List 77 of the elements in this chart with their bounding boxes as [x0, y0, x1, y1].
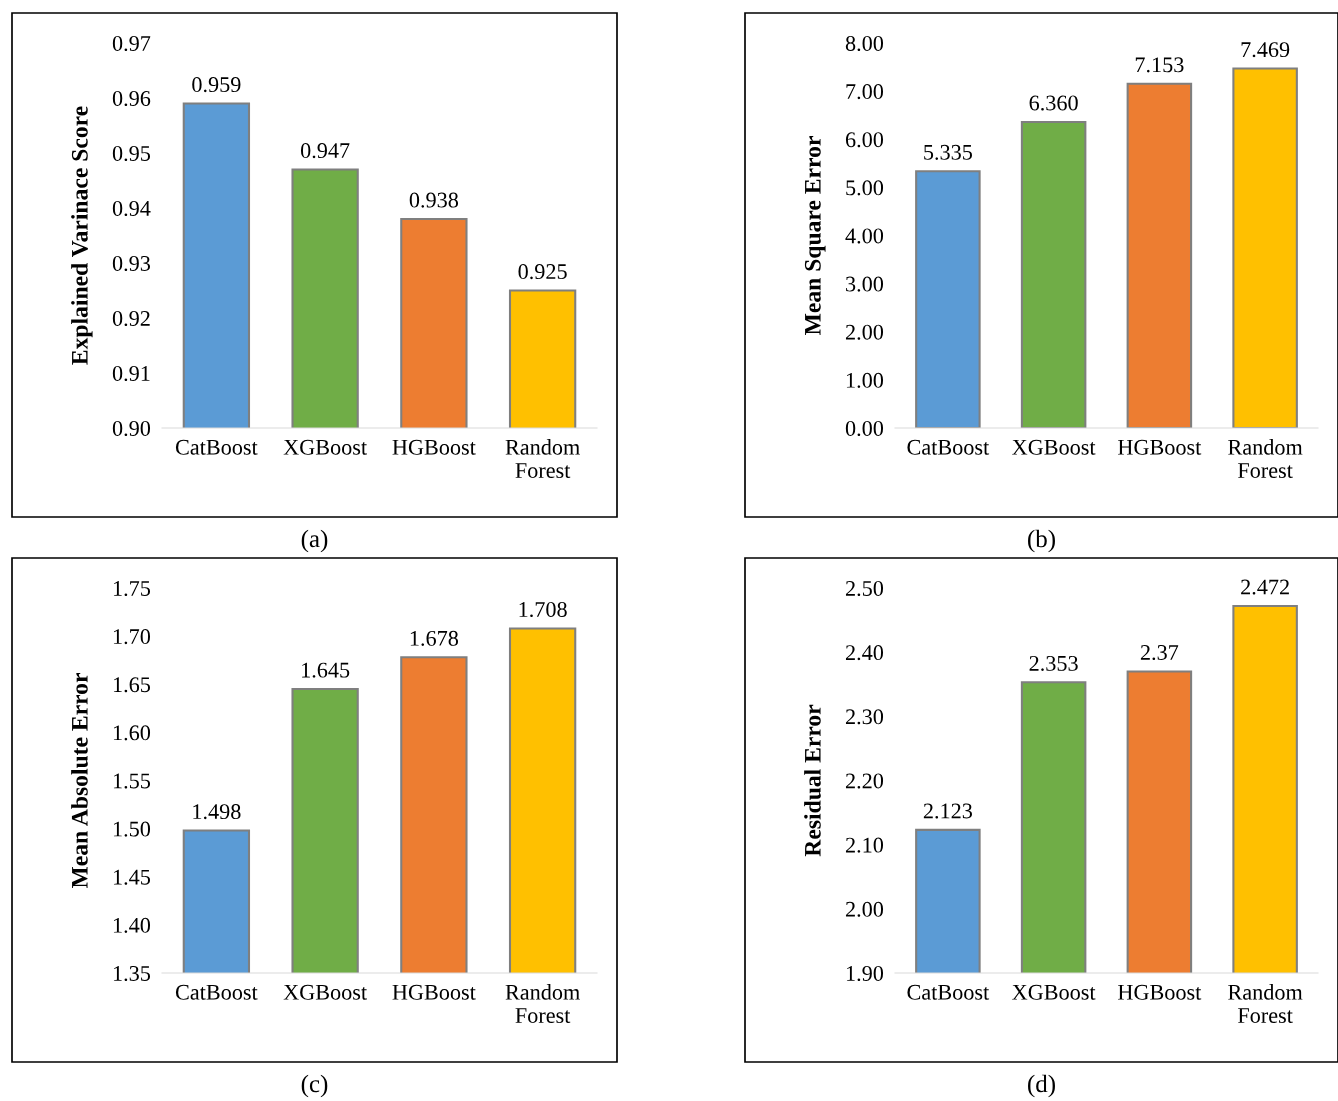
y-tick-label: 1.75	[113, 581, 151, 597]
y-tick-label: 5.00	[846, 180, 884, 196]
y-tick-label: 1.60	[113, 725, 151, 741]
y-tick-label: 3.00	[846, 276, 884, 292]
x-tick-label: XGBoost	[283, 984, 367, 1000]
data-label: 1.678	[410, 630, 459, 646]
x-tick-label: Random Forest	[1228, 439, 1303, 478]
data-label: 1.498	[193, 804, 241, 820]
y-tick-label: 2.20	[845, 773, 884, 789]
y-tick-label: 0.91	[112, 365, 150, 382]
x-tick-label: XGBoost	[283, 439, 367, 455]
x-tick-label: CatBoost	[175, 439, 258, 455]
y-tick-label: 8.00	[845, 35, 884, 52]
y-axis-title: Residual Error	[804, 704, 821, 857]
y-tick-label: 2.00	[845, 324, 884, 340]
x-tick-label: Random Forest	[505, 439, 580, 478]
y-tick-label: 0.94	[112, 200, 151, 217]
x-tick-label: XGBoost	[1012, 984, 1096, 1000]
y-tick-label: 0.93	[112, 255, 151, 272]
data-label: 6.360	[1029, 95, 1078, 111]
y-tick-label: 0.00	[845, 420, 884, 437]
x-tick-label: CatBoost	[175, 984, 258, 1000]
y-tick-label: 1.70	[113, 629, 151, 645]
bar	[1126, 82, 1193, 428]
y-tick-label: 7.00	[846, 84, 884, 100]
data-label: 1.645	[302, 662, 350, 678]
y-tick-label: 1.45	[113, 869, 151, 885]
data-label: 0.925	[518, 264, 567, 280]
bar	[1020, 120, 1087, 428]
x-tick-label: Random Forest	[1228, 984, 1303, 1023]
y-tick-label: 1.55	[113, 773, 151, 789]
text: (b)	[1028, 529, 1055, 553]
data-label: 0.947	[300, 143, 350, 159]
x-tick-label: XGBoost	[1012, 439, 1096, 455]
text: (a)	[301, 529, 328, 553]
text: (d)	[1028, 1074, 1055, 1098]
data-label: 2.123	[923, 803, 973, 819]
y-tick-label: 1.40	[113, 917, 151, 933]
data-label: 2.37	[1140, 645, 1179, 661]
y-tick-label: 4.00	[845, 228, 884, 244]
y-tick-label: 2.10	[845, 837, 884, 853]
x-tick-label: CatBoost	[907, 984, 990, 1000]
data-label: 7.469	[1241, 42, 1290, 58]
x-tick-label: HGBoost	[1118, 439, 1202, 455]
y-axis-title: Mean Square Error	[804, 136, 826, 336]
x-tick-label: CatBoost	[907, 439, 990, 455]
bar	[915, 170, 981, 428]
x-tick-label: HGBoost	[1118, 984, 1202, 1000]
y-tick-label: 0.97	[112, 35, 151, 52]
x-tick-label: HGBoost	[392, 984, 476, 1000]
text: (c)	[301, 1074, 328, 1098]
x-tick-label: HGBoost	[392, 439, 476, 455]
y-tick-label: 1.90	[846, 965, 884, 982]
y-tick-label: 2.30	[845, 709, 884, 725]
data-label: 2.472	[1241, 579, 1289, 595]
y-tick-label: 2.40	[845, 645, 884, 661]
y-tick-label: 0.92	[112, 310, 150, 327]
y-tick-label: 1.50	[113, 821, 151, 837]
y-tick-label: 0.96	[112, 90, 151, 107]
y-axis-title: Mean Absolute Error	[71, 673, 88, 889]
data-label: 2.353	[1029, 655, 1078, 671]
data-label: 0.959	[192, 77, 241, 93]
x-tick-label: Random Forest	[505, 984, 580, 1023]
y-tick-label: 1.00	[846, 372, 884, 388]
y-tick-label: 0.90	[112, 420, 151, 437]
data-label: 5.335	[924, 144, 973, 160]
y-tick-label: 1.35	[113, 965, 151, 982]
bar	[1232, 67, 1298, 428]
data-label: 0.938	[409, 192, 459, 208]
y-tick-label: 2.50	[845, 580, 884, 597]
y-axis-title: Explained Varinace Score	[71, 106, 93, 365]
data-label: 7.153	[1135, 57, 1184, 73]
y-tick-label: 6.00	[845, 132, 884, 148]
y-tick-label: 1.65	[113, 677, 151, 693]
y-tick-label: 0.95	[112, 145, 151, 162]
y-tick-label: 2.00	[845, 901, 884, 917]
data-label: 1.708	[519, 601, 567, 618]
